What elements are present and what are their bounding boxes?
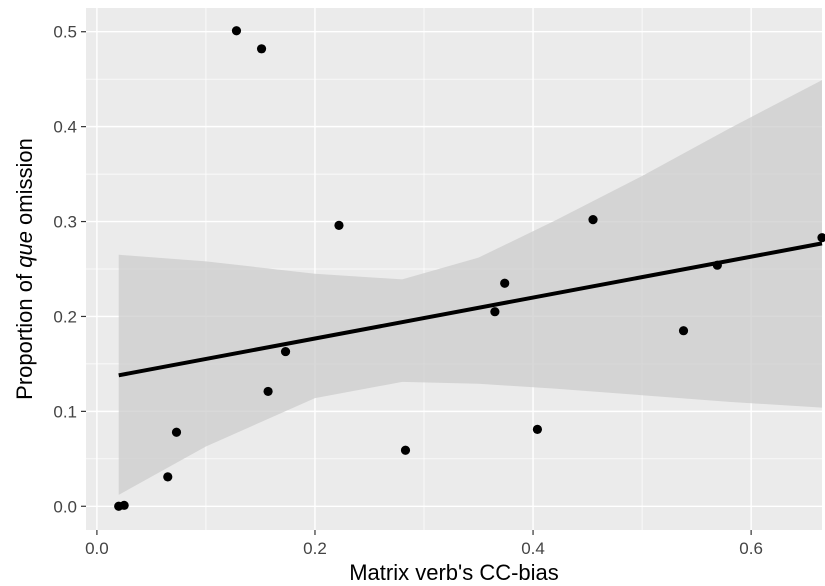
regression-line [118,241,823,378]
y-axis-title-part: Proportion of [12,268,37,400]
data-point [231,26,242,36]
x-tick-label: 0.6 [739,539,763,558]
x-axis: 0.0 0.2 0.4 0.6 [85,530,763,558]
data-point [490,307,500,317]
y-tick-label: 0.3 [53,213,77,232]
data-point [171,427,182,437]
data-point [500,278,510,288]
x-tick-label: 0.0 [85,539,109,558]
data-point [263,386,273,397]
y-axis-title-part: omission [12,138,37,231]
data-point [280,346,291,357]
y-axis-title: Proportion of que omission [12,138,37,400]
data-point [334,220,344,230]
data-point [588,215,598,225]
data-point [400,445,411,455]
data-point [256,44,267,54]
data-point [119,500,129,510]
y-tick-label: 0.2 [53,307,77,326]
y-tick-label: 0.1 [53,402,77,421]
confidence-band [118,80,822,495]
y-axis: 0.0 0.1 0.2 0.3 0.4 0.5 [53,23,86,516]
x-tick-label: 0.4 [521,539,545,558]
data-point [163,472,173,482]
data-points [114,26,825,511]
y-tick-label: 0.5 [53,23,77,42]
y-tick-label: 0.0 [53,497,77,516]
x-axis-title: Matrix verb's CC-bias [349,560,559,585]
y-tick-label: 0.4 [53,118,77,137]
data-point [817,233,825,243]
data-point [678,326,689,336]
y-axis-title-italic: que [12,231,37,268]
x-tick-label: 0.2 [303,539,327,558]
data-point [532,424,543,434]
